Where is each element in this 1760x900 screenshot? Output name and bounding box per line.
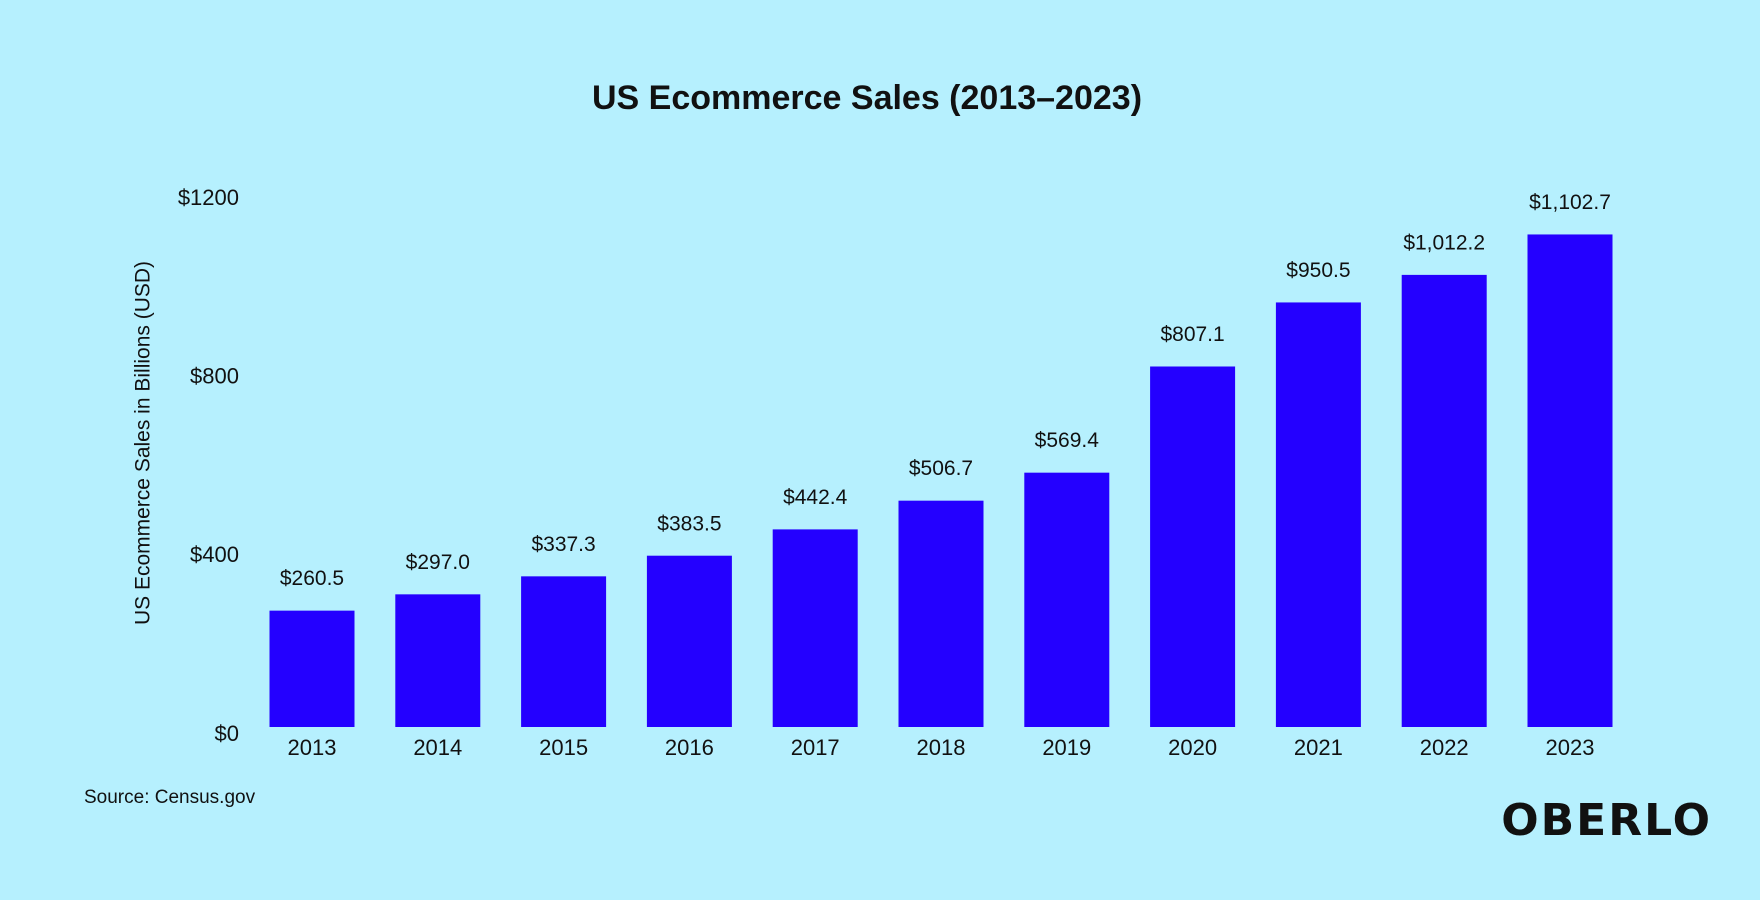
bar xyxy=(521,576,607,727)
value-label: $260.5 xyxy=(280,567,344,590)
bar xyxy=(898,500,984,727)
value-label: $506.7 xyxy=(909,457,973,480)
value-label: $383.5 xyxy=(657,512,721,535)
bar xyxy=(1024,472,1110,727)
value-label: $442.4 xyxy=(783,486,848,509)
x-tick-label: 2016 xyxy=(665,735,714,760)
y-axis-label: US Ecommerce Sales in Billions (USD) xyxy=(132,261,155,625)
value-label: $1,102.7 xyxy=(1529,191,1611,214)
x-tick-label: 2020 xyxy=(1168,735,1217,760)
bar xyxy=(646,555,732,727)
x-tick-label: 2018 xyxy=(917,735,966,760)
x-tick-label: 2015 xyxy=(539,735,588,760)
y-tick-label: $1200 xyxy=(178,185,239,210)
y-tick-label: $0 xyxy=(215,721,239,746)
bar xyxy=(1527,234,1613,727)
chart-title: US Ecommerce Sales (2013–2023) xyxy=(592,79,1142,117)
bar xyxy=(269,610,355,727)
x-tick-label: 2017 xyxy=(791,735,840,760)
value-label: $1,012.2 xyxy=(1403,231,1485,254)
value-label: $950.5 xyxy=(1286,259,1350,282)
y-tick-label: $400 xyxy=(190,542,239,567)
value-label: $297.0 xyxy=(406,551,470,574)
bar xyxy=(1275,302,1361,727)
x-tick-label: 2019 xyxy=(1042,735,1091,760)
x-tick-label: 2023 xyxy=(1546,735,1595,760)
bar xyxy=(1401,274,1487,727)
value-label: $337.3 xyxy=(531,533,595,556)
logo: OBERLO xyxy=(1501,795,1712,846)
value-label: $807.1 xyxy=(1160,323,1224,346)
bar xyxy=(1150,366,1236,727)
x-tick-label: 2022 xyxy=(1420,735,1469,760)
x-tick-label: 2021 xyxy=(1294,735,1343,760)
x-tick-label: 2014 xyxy=(413,735,462,760)
value-label: $569.4 xyxy=(1035,429,1100,452)
bar xyxy=(772,529,858,727)
y-tick-label: $800 xyxy=(190,363,239,388)
x-tick-label: 2013 xyxy=(288,735,337,760)
bar xyxy=(395,594,481,727)
source: Source: Census.gov xyxy=(84,787,256,808)
